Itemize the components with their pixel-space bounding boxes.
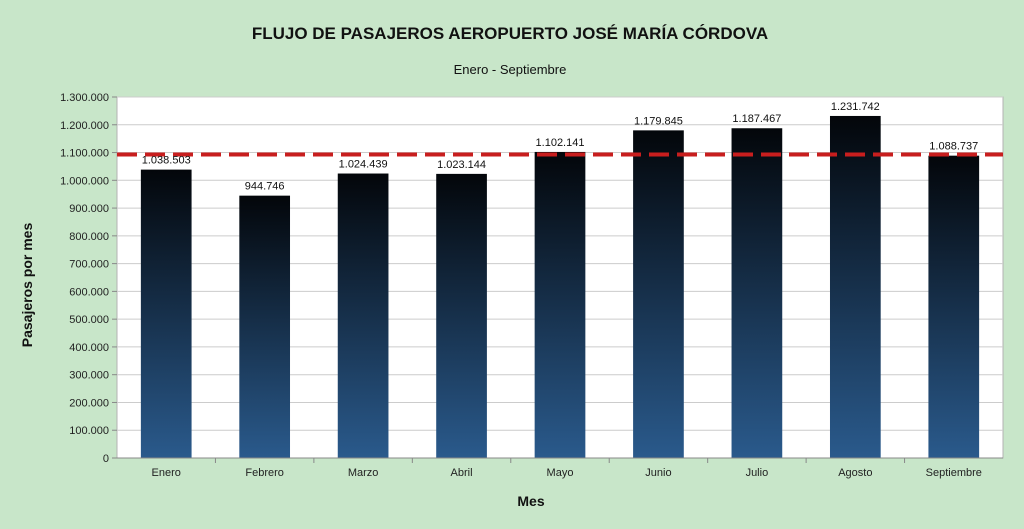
y-tick-label: 300.000 (69, 370, 109, 382)
y-tick-label: 1.000.000 (60, 175, 109, 187)
bar (829, 115, 881, 459)
bars (140, 115, 980, 459)
x-tick-label: Mayo (547, 467, 574, 479)
y-tick-label: 1.100.000 (60, 148, 109, 160)
data-label: 1.023.144 (437, 159, 486, 171)
bar (239, 195, 291, 458)
x-tick-label: Septiembre (926, 467, 982, 479)
y-tick-label: 0 (103, 453, 109, 465)
data-label: 1.038.503 (142, 155, 191, 167)
y-tick-label: 800.000 (69, 231, 109, 243)
data-label: 1.024.439 (339, 159, 388, 171)
y-tick-label: 900.000 (69, 203, 109, 215)
y-tick-label: 1.200.000 (60, 120, 109, 132)
y-tick-label: 700.000 (69, 259, 109, 271)
chart-subtitle: Enero - Septiembre (454, 62, 567, 77)
data-label: 1.187.467 (732, 113, 781, 125)
x-tick-label: Junio (645, 467, 671, 479)
x-tick-label: Agosto (838, 467, 872, 479)
bar (140, 169, 192, 458)
x-tick-label: Enero (152, 467, 181, 479)
bar (633, 130, 684, 458)
bar (731, 128, 783, 458)
y-tick-label: 500.000 (69, 314, 109, 326)
data-label: 1.179.845 (634, 115, 683, 127)
data-label: 1.231.742 (831, 101, 880, 113)
x-tick-label: Abril (451, 467, 473, 479)
chart-title: FLUJO DE PASAJEROS AEROPUERTO JOSÉ MARÍA… (252, 24, 768, 43)
y-tick-label: 400.000 (69, 342, 109, 354)
bar (928, 155, 980, 458)
bar (337, 173, 389, 458)
x-tick-label: Marzo (348, 467, 379, 479)
y-tick-label: 200.000 (69, 397, 109, 409)
data-label: 1.102.141 (536, 137, 585, 149)
y-tick-label: 100.000 (69, 425, 109, 437)
bar (534, 151, 586, 459)
y-tick-label: 600.000 (69, 286, 109, 298)
data-labels: 1.038.503 944.746 1.024.439 1.023.144 1.102.… (142, 101, 978, 193)
data-label: 1.088.737 (929, 141, 978, 153)
bar (436, 173, 487, 458)
y-axis-ticks: 0 100.000 200.000 300.000 400.000 500.000 600.… (60, 92, 117, 465)
x-tick-label: Febrero (245, 467, 284, 479)
data-label: 944.746 (245, 181, 285, 193)
x-tick-label: Julio (746, 467, 769, 479)
x-axis-ticks: Enero Febrero Marzo Abril Mayo Junio Julio Agos… (117, 457, 1003, 479)
y-tick-label: 1.300.000 (60, 92, 109, 104)
x-axis-label: Mes (517, 493, 544, 509)
y-axis-label: Pasajeros por mes (19, 223, 35, 348)
